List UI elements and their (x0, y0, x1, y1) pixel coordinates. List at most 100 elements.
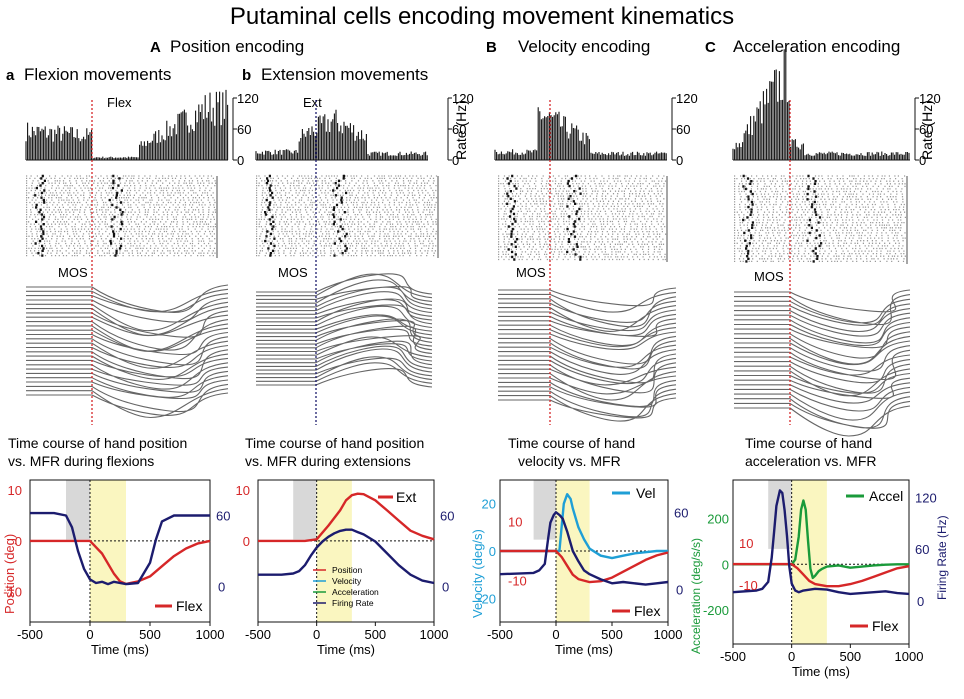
histogram-tick-label: 120 (237, 91, 259, 106)
histogram-vel (494, 107, 667, 161)
histograms (25, 48, 910, 161)
y-tick-label-right: 0 (676, 583, 683, 598)
section-a-letter: A (150, 39, 161, 56)
position-tick-label: 10 (739, 536, 753, 551)
legend-label-flex: Flex (176, 598, 202, 614)
legend-label-ext: Ext (396, 489, 416, 505)
y-tick-label-right: 60 (440, 509, 454, 524)
section-c-letter: C (705, 39, 716, 56)
x-axis-label: Time (ms) (792, 664, 850, 679)
series-firing-rate (732, 489, 910, 596)
legend-label-flex: Flex (872, 618, 898, 634)
chart-C: -500 0 500 1000 Time (ms) 200 0 -200 10 -10 120 60 0… (689, 479, 949, 679)
caption-b-line1: Time course of hand position (245, 435, 424, 451)
series-position (733, 562, 910, 588)
histogram-axis-a: 120 60 0 (232, 91, 259, 168)
x-tick-label: -500 (720, 649, 746, 664)
y-axis-label-left: Position (deg) (2, 534, 17, 614)
x-tick-label: 500 (839, 649, 861, 664)
x-tick-label: 0 (86, 627, 93, 642)
section-b-title: Velocity encoding (518, 37, 650, 56)
pre-movement-shade (293, 480, 317, 540)
section-a-title: Position encoding (170, 37, 304, 56)
trajectory-traces (26, 273, 911, 437)
y-tick-label-left: 20 (482, 497, 496, 512)
caption-C-line1: Time course of hand (745, 435, 872, 451)
caption-B-line1: Time course of hand (508, 435, 635, 451)
pre-movement-shade (533, 480, 556, 540)
pre-movement-shade (66, 480, 90, 540)
histogram-axis-b: 120 60 0 (447, 91, 474, 168)
histogram-tick-label: 0 (676, 153, 683, 168)
histogram-tick-label: 0 (237, 153, 244, 168)
x-axis-label: Time (ms) (317, 642, 375, 657)
x-axis-label: Time (ms) (555, 642, 613, 657)
y-tick-label-left: -20 (477, 591, 496, 606)
y-tick-label-left: 10 (8, 483, 22, 498)
y-tick-label-right: 60 (216, 509, 230, 524)
series-velocity (500, 493, 668, 560)
chart-B: -500 0 500 1000 Time (ms) 20 0 -20 10 -10 60 0 Veloc… (470, 479, 688, 657)
x-tick-label: 0 (788, 649, 795, 664)
movement-shade (316, 480, 352, 622)
position-tick-label: 10 (508, 514, 522, 529)
legend-label: Velocity (332, 576, 362, 586)
plot-frame (29, 479, 211, 623)
plot-frame (257, 479, 435, 623)
y-tick-label-right: 0 (218, 580, 225, 595)
raster-plots (26, 174, 908, 264)
x-tick-label: 500 (364, 627, 386, 642)
x-tick-label: 1000 (895, 649, 924, 664)
panel-a-title: Flexion movements (24, 65, 171, 84)
trajectory-flex (26, 284, 229, 419)
section-c-title: Acceleration encoding (733, 37, 900, 56)
caption-a-line1: Time course of hand position (8, 435, 187, 451)
raster-flex (26, 174, 218, 258)
histogram-axis-B: 120 60 0 (671, 91, 698, 168)
position-tick-label: -10 (739, 578, 758, 593)
x-tick-label: 1000 (654, 627, 683, 642)
caption-a-line2: vs. MFR during flexions (8, 453, 154, 469)
plot-frame (732, 479, 910, 645)
figure-title: Putaminal cells encoding movement kinema… (230, 3, 734, 30)
x-tick-label: 500 (601, 627, 623, 642)
histogram-axis-C: 120 60 0 (914, 91, 941, 168)
histogram-flex (25, 89, 229, 161)
y-tick-label-right: 60 (915, 542, 929, 557)
panel-b-letter: b (242, 67, 251, 84)
legend-label-flex: Flex (634, 603, 660, 619)
mos-label-C: MOS (754, 269, 784, 284)
histogram-tick-label: 60 (452, 122, 466, 137)
y-axis-label-right: Firing Rate (Hz) (935, 515, 949, 600)
x-tick-label: 0 (313, 627, 320, 642)
mos-label-b: MOS (278, 265, 308, 280)
histogram-tick-label: 0 (452, 153, 459, 168)
section-b-letter: B (486, 39, 497, 56)
raster-vel (498, 174, 668, 262)
histogram-tick-label: 60 (237, 122, 251, 137)
caption-b-line2: vs. MFR during extensions (245, 453, 411, 469)
mos-label-a: MOS (58, 265, 88, 280)
x-tick-label: -500 (487, 627, 513, 642)
legend-label-accel: Accel (869, 488, 903, 504)
histogram-tick-label: 60 (919, 122, 933, 137)
trajectory-ext (256, 273, 433, 388)
y-axis-label-left: Velocity (deg/s) (470, 529, 485, 618)
event-label-ext: Ext (303, 95, 322, 110)
y-tick-label-right: 0 (917, 594, 924, 609)
raster-acc (734, 174, 908, 264)
y-tick-label-left: 0 (15, 534, 22, 549)
trajectory-acc (734, 289, 911, 437)
x-tick-label: -500 (17, 627, 43, 642)
y-tick-label-right: 60 (674, 505, 688, 520)
y-tick-label-left: 200 (707, 512, 729, 527)
y-tick-label-right: 0 (442, 580, 449, 595)
histogram-rate-label-b: Rate (Hz) (453, 100, 469, 160)
x-tick-label: 0 (552, 627, 559, 642)
x-tick-label: -500 (245, 627, 271, 642)
y-tick-label-right: 120 (915, 490, 937, 505)
